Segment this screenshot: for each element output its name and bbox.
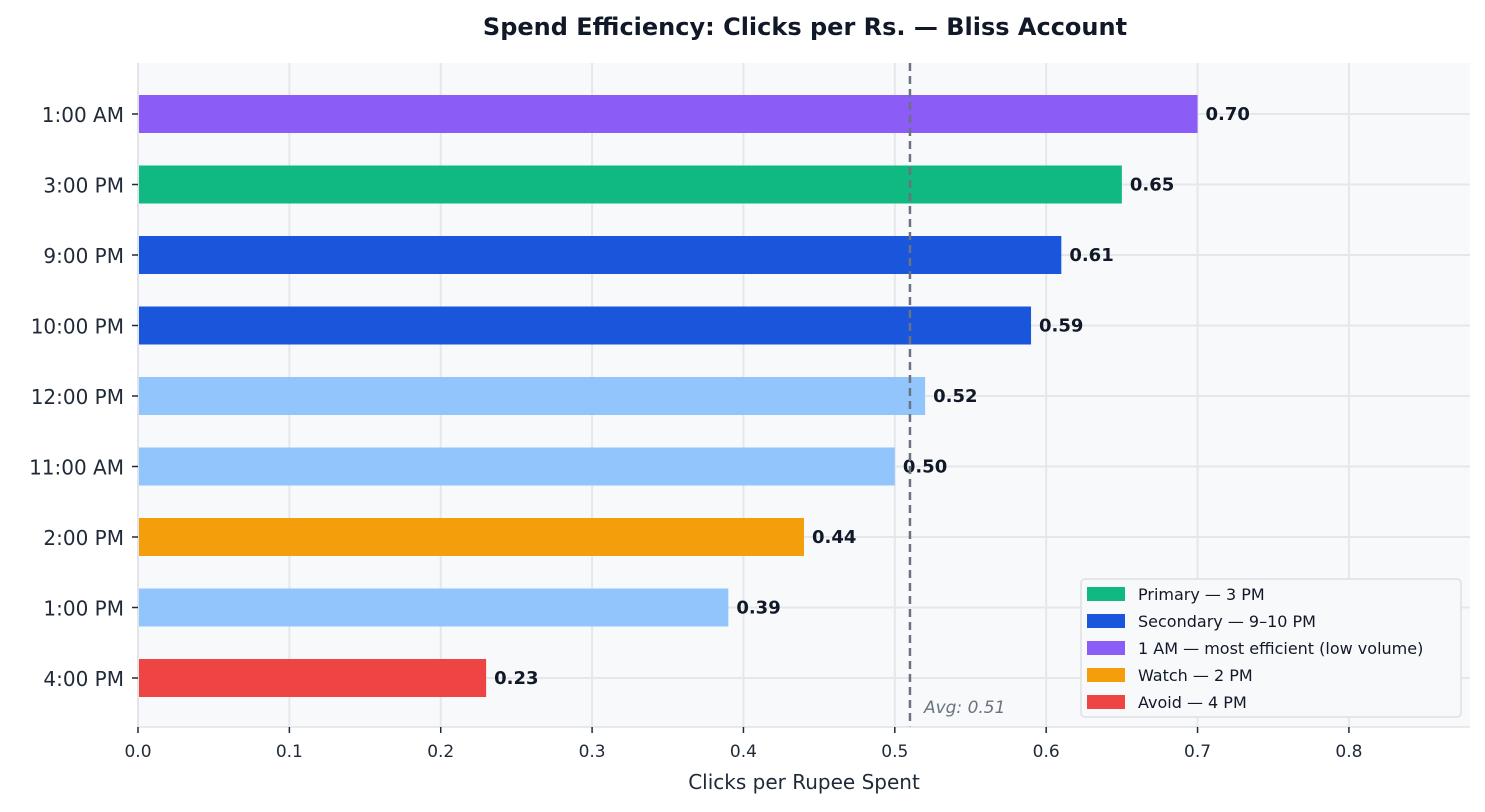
x-tick-label: 0.8 [1335,742,1362,762]
y-tick-label: 4:00 PM [43,667,124,691]
bars: 0.70 0.65 0.61 0.59 0.52 0.50 0.44 0.39 0.23 [139,95,1250,697]
y-tick-label: 10:00 PM [31,315,124,339]
legend-label: Primary — 3 PM [1138,585,1265,604]
legend-swatch [1087,695,1125,709]
bar [139,236,1062,274]
bar [139,95,1198,133]
bar [139,306,1032,345]
x-ticks: 0.0 0.1 0.2 0.3 0.4 0.5 0.6 0.7 0.8 [124,727,1362,762]
y-tick-label: 11:00 AM [29,456,124,480]
bar-value-label: 0.50 [903,457,947,478]
y-tick-label: 3:00 PM [43,174,124,198]
bar [139,588,729,627]
y-tick-label: 12:00 PM [31,385,124,409]
x-tick-label: 0.7 [1184,742,1211,762]
x-tick-label: 0.0 [124,742,151,762]
legend-label: Avoid — 4 PM [1138,693,1247,712]
bar [139,377,926,415]
bar [139,165,1122,204]
x-tick-label: 0.6 [1033,742,1060,762]
x-axis-label: Clicks per Rupee Spent [688,770,920,794]
bar [139,518,804,556]
chart-title: Spend Efficiency: Clicks per Rs. — Bliss… [483,13,1127,41]
legend-label: Secondary — 9–10 PM [1138,612,1316,631]
bar-value-label: 0.65 [1130,175,1174,196]
bar [139,659,487,697]
bar-value-label: 0.39 [736,598,780,619]
x-tick-label: 0.3 [579,742,606,762]
legend-swatch [1087,641,1125,655]
legend-swatch [1087,614,1125,628]
bar-value-label: 0.44 [812,527,856,548]
x-tick-label: 0.4 [730,742,757,762]
bar [139,447,895,486]
y-tick-label: 1:00 AM [42,103,124,127]
y-ticks: 1:00 AM 3:00 PM 9:00 PM 10:00 PM 12:00 PM 11:… [29,103,138,691]
legend-box [1080,578,1462,718]
bar-value-label: 0.70 [1206,104,1250,125]
legend-swatch [1087,668,1125,682]
legend: Primary — 3 PM Secondary — 9–10 PM 1 AM — … [1080,578,1462,718]
y-tick-label: 1:00 PM [43,597,124,621]
x-tick-label: 0.1 [276,742,303,762]
legend-label: Watch — 2 PM [1138,666,1253,685]
legend-label: 1 AM — most efficient (low volume) [1138,639,1423,658]
bar-value-label: 0.61 [1069,245,1113,266]
y-tick-label: 2:00 PM [43,526,124,550]
bar-value-label: 0.59 [1039,316,1083,337]
average-line: Avg: 0.51 [908,63,1005,727]
bar-value-label: 0.23 [494,668,538,689]
average-label: Avg: 0.51 [923,698,1005,718]
x-tick-label: 0.5 [881,742,908,762]
legend-swatch [1087,587,1125,601]
bar-value-label: 0.52 [933,386,977,407]
y-tick-label: 9:00 PM [43,244,124,268]
x-tick-label: 0.2 [427,742,454,762]
